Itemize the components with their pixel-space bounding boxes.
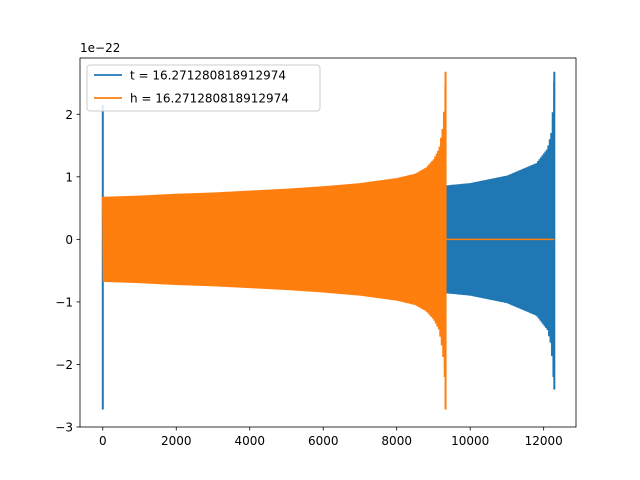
x-axis: 0 2000 4000 6000 8000 10000 12000 [99, 427, 563, 448]
y-tick-label: 1 [65, 170, 73, 184]
series-line-h [102, 81, 446, 377]
x-tick-label: 10000 [451, 434, 489, 448]
legend-label-h: h = 16.271280818912974 [130, 92, 289, 106]
y-tick-label: −2 [55, 358, 73, 372]
series-layer [101, 71, 556, 410]
y-tick-label: 2 [65, 108, 73, 122]
x-tick-label: 8000 [381, 434, 412, 448]
x-tick-label: 2000 [161, 434, 192, 448]
axes-layer [79, 57, 577, 428]
x-tick-label: 0 [99, 434, 107, 448]
x-tick-label: 6000 [308, 434, 339, 448]
y-axis: −3 −2 −1 0 1 2 [55, 108, 80, 435]
x-tick-label: 12000 [525, 434, 563, 448]
y-tick-label: 0 [65, 233, 73, 247]
axes-frame [79, 57, 577, 428]
y-tick-label: −1 [55, 295, 73, 309]
y-tick-label: −3 [55, 421, 73, 435]
legend: t = 16.271280818912974 h = 16.2712808189… [86, 64, 321, 112]
x-tick-label: 4000 [234, 434, 265, 448]
legend-label-t: t = 16.271280818912974 [130, 69, 286, 83]
legend-box [86, 64, 321, 112]
y-offset-text: 1e−22 [80, 41, 120, 55]
